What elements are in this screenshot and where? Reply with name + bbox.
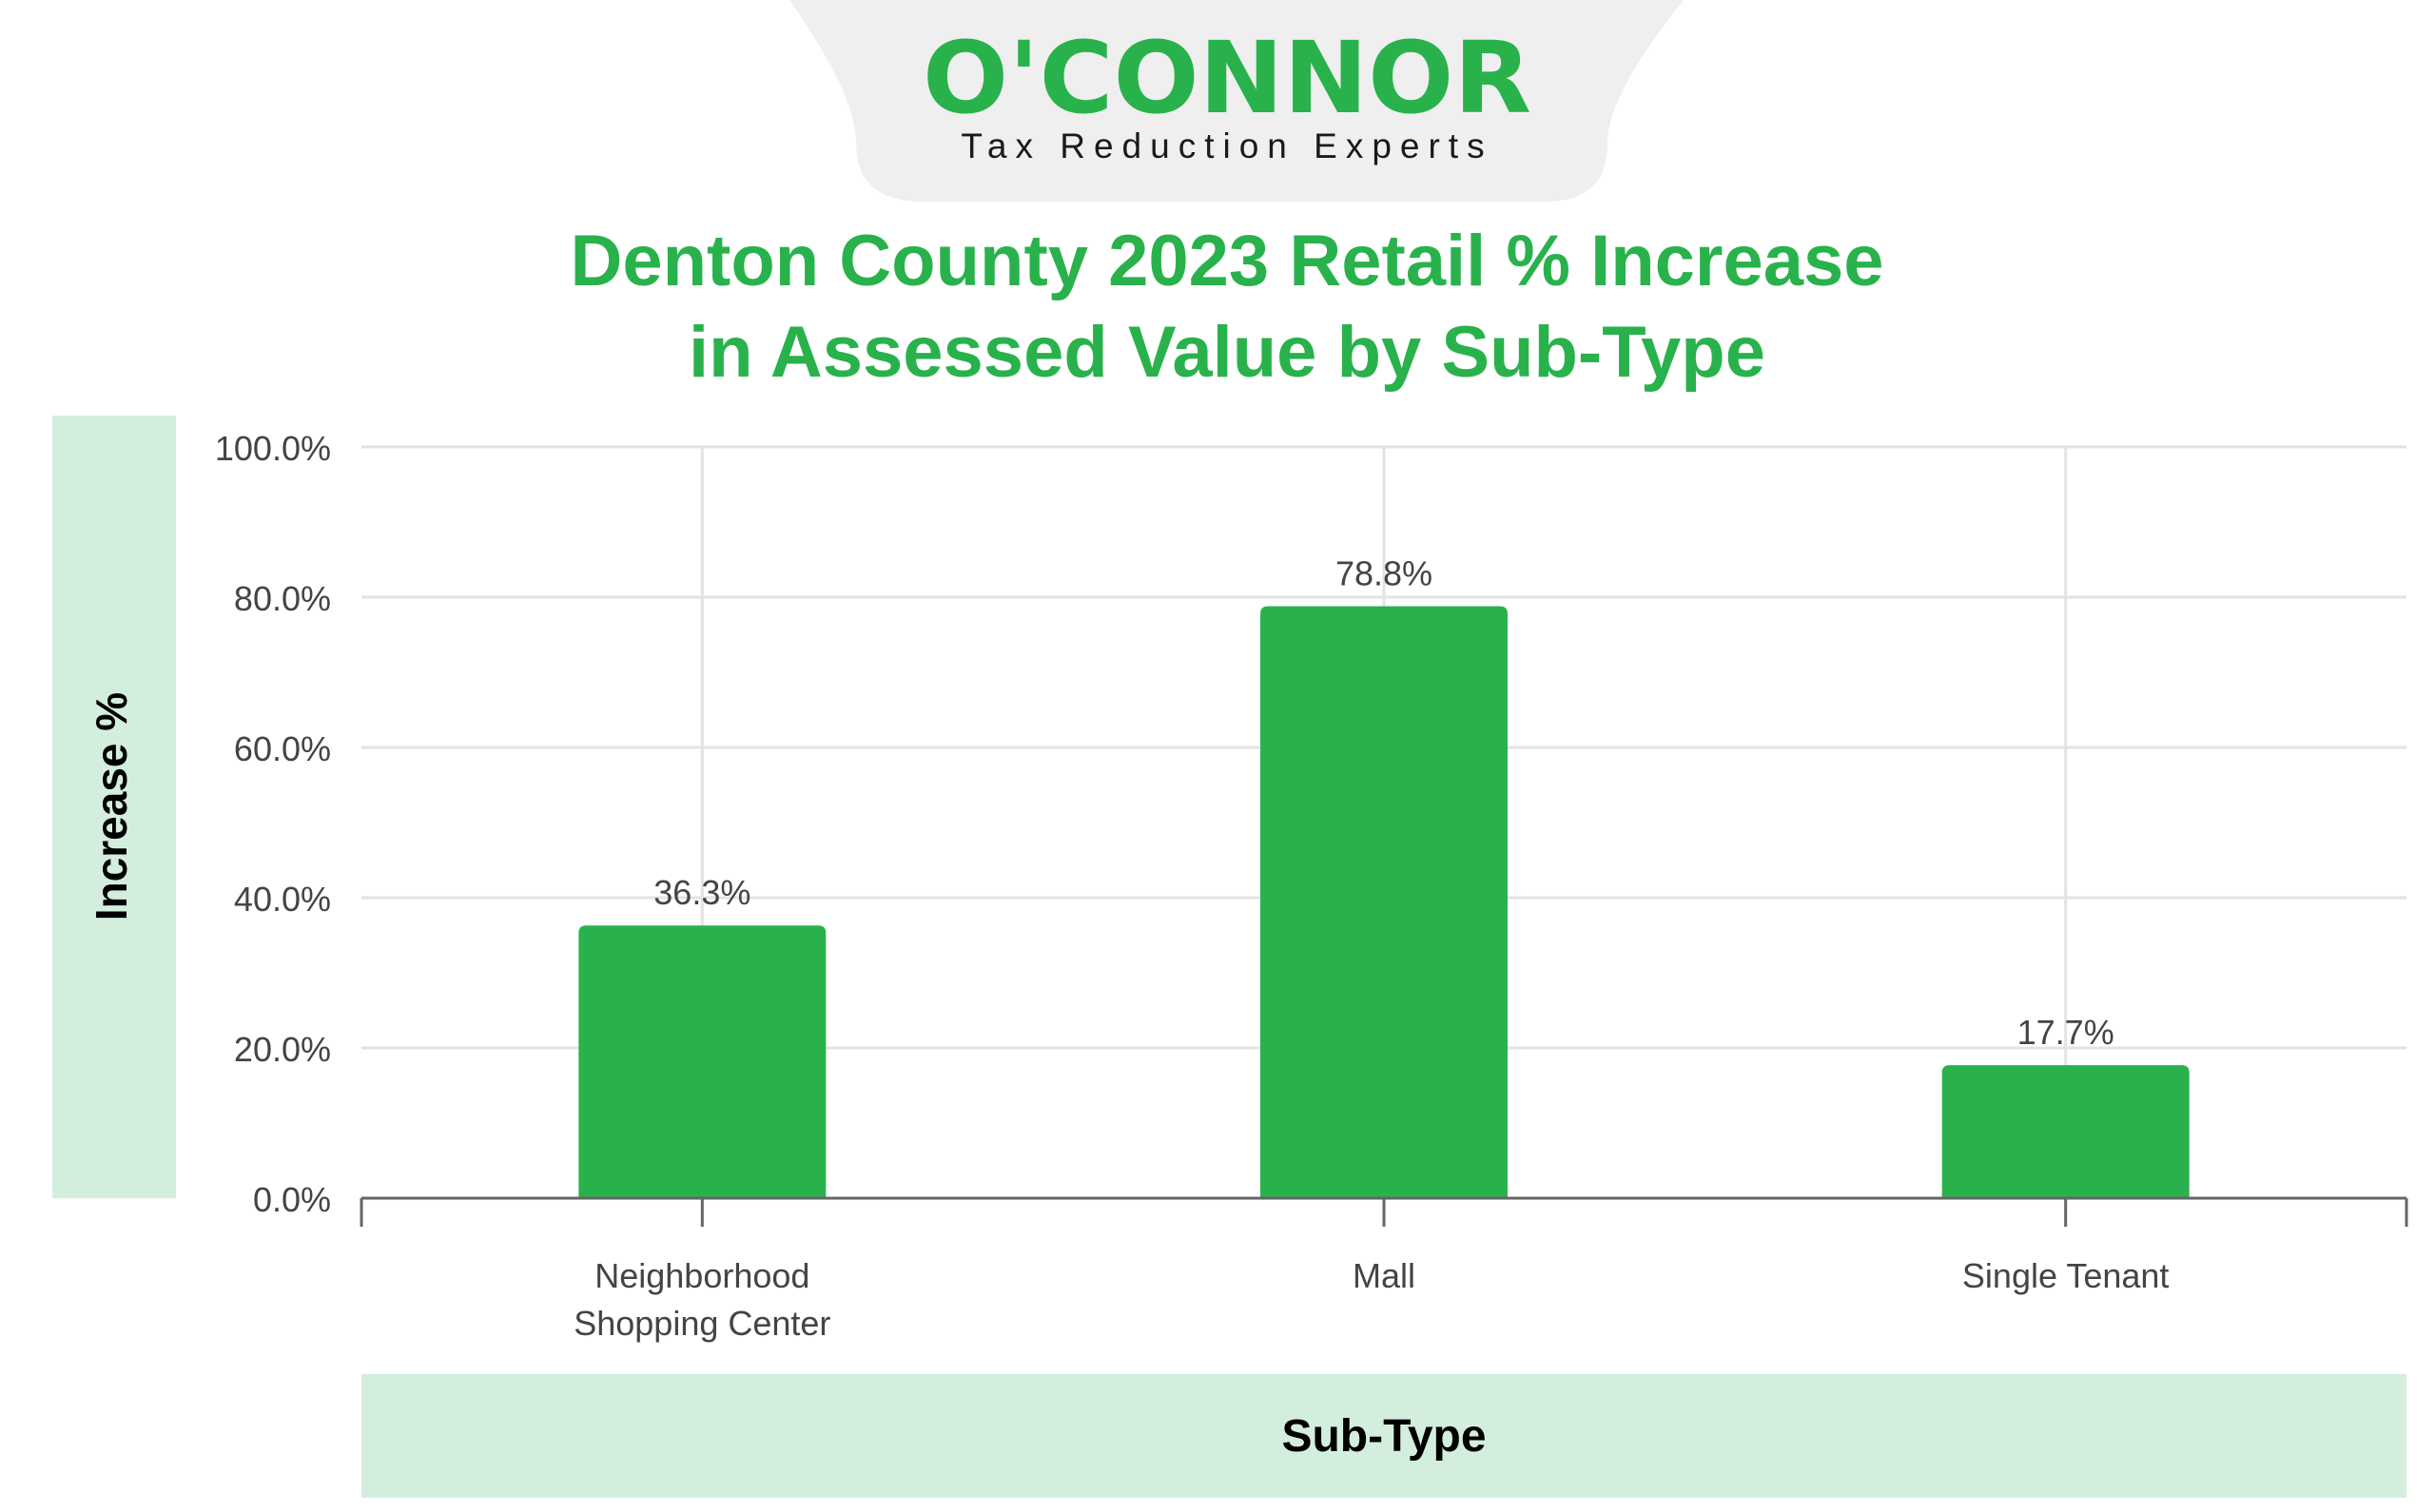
logo-tagline: Tax Reduction Experts [961,126,1492,165]
logo-band [789,0,1684,202]
x-axis-ticks: Neighborhood Shopping Center Mall Single Te… [574,1256,2169,1343]
y-tick-label: 80.0% [234,579,331,618]
bar [1941,1065,2190,1198]
y-tick-label: 20.0% [234,1030,331,1069]
y-axis-title: Increase % [87,692,136,921]
y-tick-label: 0.0% [253,1180,331,1219]
bar-value-label: 17.7% [2017,1013,2114,1052]
x-tick-label: Single Tenant [1962,1256,2170,1295]
y-tick-label: 40.0% [234,880,331,919]
bar [1260,606,1508,1198]
x-tick-label: Neighborhood Shopping Center [574,1256,830,1343]
logo-wordmark: O'CONNOR [923,20,1531,136]
x-axis [360,1196,2408,1227]
y-axis-title-band [52,416,176,1198]
x-tick-label: Mall [1353,1256,1415,1295]
y-axis-ticks: 0.0% 20.0% 40.0% 60.0% 80.0% 100.0% [215,429,331,1219]
bar [578,925,827,1198]
value-labels: 36.3% 78.8% 17.7% [653,553,2114,1052]
x-axis-title: Sub-Type [1281,1411,1486,1462]
bars [578,606,2190,1198]
x-axis-title-band [361,1374,2406,1498]
chart-title-line-2: in Assessed Value by Sub-Type [689,312,1765,393]
y-tick-label: 100.0% [215,429,331,468]
chart-title-line-1: Denton County 2023 Retail % Increase [570,221,1883,301]
bar-value-label: 78.8% [1335,553,1432,592]
y-tick-label: 60.0% [234,729,331,768]
bar-value-label: 36.3% [653,873,750,912]
logo: O'CONNOR Tax Reduction Experts [789,0,1684,202]
